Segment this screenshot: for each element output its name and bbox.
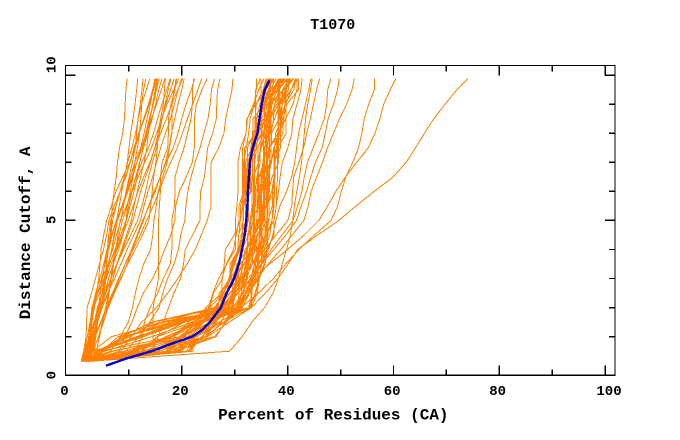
svg-text:20: 20 xyxy=(172,384,189,400)
svg-text:0: 0 xyxy=(45,371,61,379)
svg-text:10: 10 xyxy=(45,56,61,73)
svg-text:5: 5 xyxy=(45,216,61,224)
svg-text:0: 0 xyxy=(60,384,68,400)
svg-text:40: 40 xyxy=(278,384,295,400)
svg-text:100: 100 xyxy=(596,384,621,400)
svg-text:60: 60 xyxy=(384,384,401,400)
svg-text:Distance Cutoff, A: Distance Cutoff, A xyxy=(17,146,35,319)
svg-text:80: 80 xyxy=(489,384,506,400)
svg-text:T1070: T1070 xyxy=(310,17,355,34)
svg-text:Percent of Residues (CA): Percent of Residues (CA) xyxy=(218,407,448,425)
